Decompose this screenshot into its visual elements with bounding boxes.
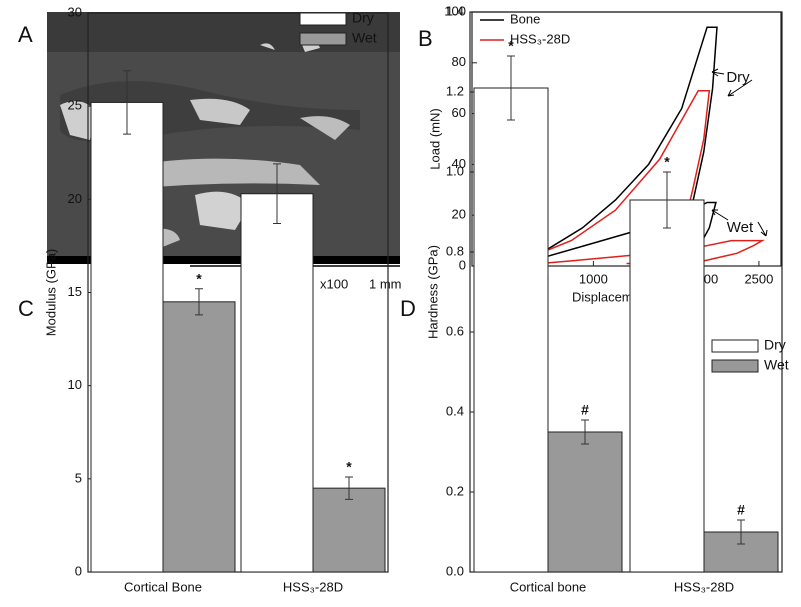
legend-label: Dry [764,337,786,353]
bar [162,301,236,573]
bar-annotation: * [196,270,202,286]
y-tick-label: 20 [452,207,466,222]
y-axis-label: Modulus (GPa) [43,249,58,336]
bar-annotation: # [737,502,745,518]
x-tick-label: Cortical bone [510,579,587,594]
y-tick-label: 0.2 [446,483,464,498]
y-tick-label: 10 [68,377,82,392]
legend-swatch [711,359,759,373]
y-axis-label: Load (mN) [427,108,442,169]
y-tick-label: 0.6 [446,323,464,338]
bar-annotation: * [664,154,670,170]
error-bar [345,476,353,500]
axes-frame [469,11,783,573]
error-bar [273,163,281,225]
error-bar [507,55,515,121]
error-bar [581,419,589,445]
y-tick-label: 15 [68,284,82,299]
panel-label: D [400,296,416,321]
panel-label: B [418,26,433,51]
error-bar [737,519,745,545]
arrow [727,79,753,97]
y-tick-label: 0 [459,257,466,272]
arrow [757,221,768,237]
y-tick-label: 25 [68,98,82,113]
legend-swatch [711,339,759,353]
y-tick-label: 0 [75,563,82,578]
bar-annotation: # [581,402,589,418]
panel-label: C [18,296,34,321]
x-tick-label: 1000 [579,271,608,286]
annotation: Wet [727,219,754,236]
x-tick-label: HSS₃-28D [674,579,734,594]
bar [90,101,164,573]
legend-label: Wet [764,357,789,373]
bar [629,199,705,573]
error-bar [195,288,203,316]
legend-label: Bone [510,11,540,26]
legend-label: Dry [352,10,374,26]
y-tick-label: 5 [75,470,82,485]
panel-label: A [18,22,33,47]
x-tick-label: 2500 [744,271,773,286]
y-tick-label: 1.4 [446,3,464,18]
bar [312,487,386,573]
y-tick-label: 1.0 [446,163,464,178]
y-tick-label: 20 [68,191,82,206]
x-tick-label: Cortical Bone [124,579,202,594]
y-tick-label: 100 [444,3,466,18]
bar-annotation: * [346,459,352,475]
y-tick-label: 0.0 [446,563,464,578]
scale-text: 1 mm [369,276,402,291]
legend-label: Wet [352,30,377,46]
legend-swatch [299,12,347,26]
bar [547,431,623,573]
error-bar [123,70,131,135]
y-tick-label: 30 [68,4,82,19]
y-tick-label: 40 [452,156,466,171]
legend-label: HSS₃-28D [510,31,570,46]
y-tick-label: 1.2 [446,83,464,98]
annotation: Dry [726,69,750,86]
bar [473,87,549,573]
y-axis-label: Hardness (GPa) [425,245,440,339]
y-tick-label: 0.4 [446,403,464,418]
y-tick-label: 80 [452,54,466,69]
x-tick-label: HSS₃-28D [283,579,343,594]
arrow [711,209,729,221]
scale-text: x100 [320,276,348,291]
arrow [711,68,725,77]
y-tick-label: 0.8 [446,243,464,258]
bar-annotation: * [508,38,514,54]
legend-swatch [299,32,347,46]
error-bar [663,171,671,229]
y-tick-label: 60 [452,105,466,120]
bar [240,193,314,573]
